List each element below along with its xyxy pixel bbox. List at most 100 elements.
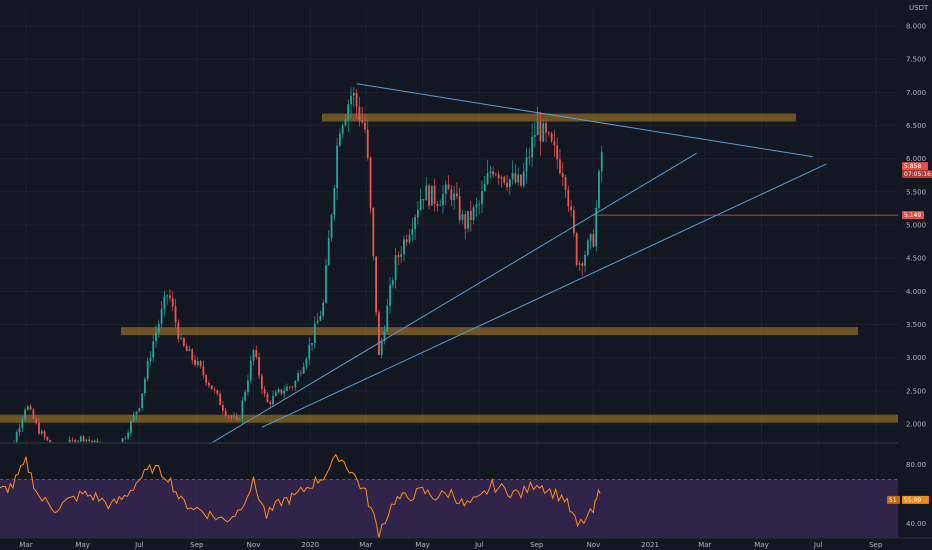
candle-body xyxy=(252,349,255,361)
candle-body xyxy=(235,417,238,420)
candle-body xyxy=(277,389,280,393)
price-axis[interactable]: USDT 8.000 7.500 7.000 6.500 6.000 5.500 5.000… xyxy=(906,4,929,429)
candle-body xyxy=(553,141,556,146)
candle-body xyxy=(366,129,369,158)
candle-body xyxy=(249,360,252,381)
candle-body xyxy=(522,171,525,186)
candle-body xyxy=(74,440,77,443)
candle-body xyxy=(478,203,481,205)
candle-body xyxy=(199,361,202,367)
candle-body xyxy=(341,125,344,134)
trendline[interactable] xyxy=(356,83,813,158)
candle-body xyxy=(592,234,595,247)
time-tick-label: Jul xyxy=(134,541,144,549)
candle-body xyxy=(130,420,132,433)
candle-body xyxy=(578,263,581,265)
rsi-axis[interactable]: 80.00 40.00 xyxy=(906,461,926,528)
candle-body xyxy=(573,210,575,234)
candle-body xyxy=(570,206,573,211)
trendlines[interactable] xyxy=(209,83,827,445)
candle-body xyxy=(503,176,506,183)
candle-body xyxy=(419,199,422,210)
candle-body xyxy=(391,280,394,285)
candle-body xyxy=(294,381,297,388)
candle-body xyxy=(177,322,180,340)
candle-body xyxy=(21,418,24,428)
candle-body xyxy=(35,418,38,423)
rsi-value-tag: 55.99 xyxy=(904,497,921,504)
time-tick-label: 2020 xyxy=(301,541,319,549)
candle-body xyxy=(202,366,205,376)
candle-body xyxy=(472,207,475,221)
candle-body xyxy=(143,379,146,394)
time-tick-label: Nov xyxy=(587,541,601,549)
trendline[interactable] xyxy=(209,152,697,445)
candle-body xyxy=(180,338,182,340)
candle-body xyxy=(29,406,32,410)
candle-body xyxy=(383,331,386,342)
candle-body xyxy=(194,359,196,366)
candle-body xyxy=(191,349,194,360)
candle-body xyxy=(584,254,586,266)
candle-body xyxy=(589,234,592,241)
candle-body xyxy=(266,394,269,403)
horizontal-zone[interactable] xyxy=(121,327,858,336)
time-tick-label: Sep xyxy=(530,541,544,549)
candle-body xyxy=(82,436,85,442)
candle-body xyxy=(494,174,497,175)
candle-body xyxy=(316,320,319,324)
price-tick-label: 8.000 xyxy=(906,23,926,31)
candle-body xyxy=(213,389,216,391)
candle-body xyxy=(313,323,316,344)
candle-body xyxy=(528,157,531,158)
candle-body xyxy=(319,315,322,321)
price-tick-label: 3.000 xyxy=(906,354,926,362)
candle-body xyxy=(274,392,277,396)
candle-body xyxy=(40,431,43,434)
rsi-tick-label: 80.00 xyxy=(906,461,926,469)
candle-body xyxy=(141,393,143,408)
time-tick-label: Sep xyxy=(190,541,204,549)
horizontal-zone[interactable] xyxy=(322,113,796,122)
candle-body xyxy=(542,123,545,142)
time-axis[interactable]: Mar May Jul Sep Nov 2020 Mar May Jul Sep Nov 2021 Ma… xyxy=(0,537,932,549)
candle-body xyxy=(149,357,152,362)
candle-body xyxy=(575,233,578,265)
time-tick-label: Jul xyxy=(813,541,823,549)
time-tick-label: Jul xyxy=(474,541,484,549)
candle-body xyxy=(160,308,163,324)
candle-body xyxy=(539,121,542,142)
candle-body xyxy=(567,189,570,207)
candle-body xyxy=(121,438,124,443)
candle-body xyxy=(545,123,547,133)
candle-body xyxy=(442,193,444,206)
candle-body xyxy=(88,439,91,441)
candle-body xyxy=(598,171,600,208)
candle-body xyxy=(157,323,160,333)
trendline[interactable] xyxy=(261,163,827,428)
candle-body xyxy=(394,255,397,281)
horizontal-zone[interactable] xyxy=(0,414,898,423)
price-tick-label: 2.000 xyxy=(906,421,926,429)
candle-body xyxy=(425,185,428,201)
price-tick-label: 4.500 xyxy=(906,255,926,263)
candle-body xyxy=(581,263,584,266)
candle-body xyxy=(386,305,389,332)
candle-body xyxy=(405,239,408,242)
candle-body xyxy=(238,418,241,420)
candle-body xyxy=(24,409,26,419)
last-price-tag-box xyxy=(902,162,928,171)
horizontal-zones[interactable] xyxy=(0,113,898,423)
candle-body xyxy=(600,151,603,172)
candle-body xyxy=(492,171,495,175)
candle-body xyxy=(269,402,272,405)
candle-body xyxy=(444,184,447,194)
candle-body xyxy=(18,427,21,433)
candle-body xyxy=(263,389,266,395)
candle-body xyxy=(205,375,208,383)
price-tick-label: 6.000 xyxy=(906,155,926,163)
candle-body xyxy=(511,173,514,180)
currency-label: USDT xyxy=(909,4,929,12)
candle-body xyxy=(439,205,442,206)
